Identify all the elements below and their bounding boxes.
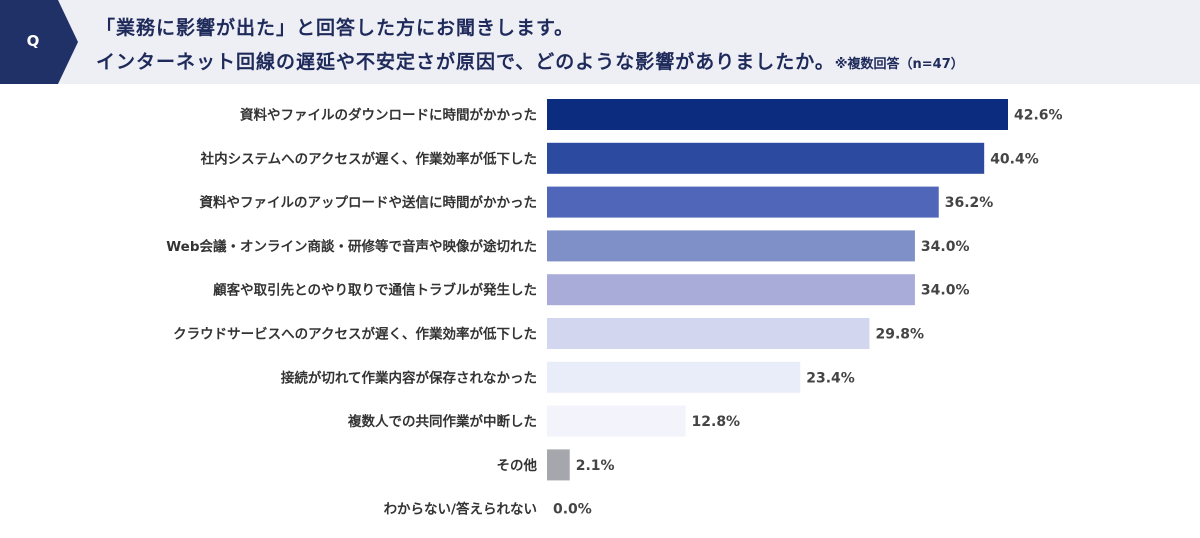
category-label: 接続が切れて作業内容が保存されなかった bbox=[281, 369, 537, 386]
bar bbox=[547, 142, 985, 174]
value-label: 0.0% bbox=[553, 502, 592, 518]
bar bbox=[547, 186, 939, 218]
value-label: 34.0% bbox=[921, 283, 970, 299]
value-label: 40.4% bbox=[990, 151, 1039, 167]
bar bbox=[547, 361, 801, 393]
value-label: 29.8% bbox=[875, 327, 924, 343]
bar bbox=[547, 274, 915, 306]
category-label: 複数人での共同作業が中断した bbox=[347, 413, 537, 430]
question-text-line1: 「業務に影響が出た」と回答した方にお聞きします。 bbox=[96, 17, 575, 39]
question-text-line2-main: インターネット回線の遅延や不安定さが原因で、どのような影響がありましたか。 bbox=[96, 51, 835, 73]
category-label: 社内システムへのアクセスが遅く、作業効率が低下した bbox=[200, 150, 537, 167]
category-label: 顧客や取引先とのやり取りで通信トラブルが発生した bbox=[213, 282, 537, 299]
bar bbox=[547, 318, 870, 349]
category-label: クラウドサービスへのアクセスが遅く、作業効率が低下した bbox=[173, 326, 537, 343]
category-label: その他 bbox=[497, 457, 538, 474]
value-label: 12.8% bbox=[692, 414, 741, 430]
category-label: 資料やファイルのダウンロードに時間がかかった bbox=[240, 107, 537, 124]
bar bbox=[547, 230, 915, 262]
bar-chart: 資料やファイルのダウンロードに時間がかかった 42.6% 社内システムへのアクセスが… bbox=[166, 99, 1063, 518]
bar bbox=[547, 449, 570, 481]
question-marker bbox=[0, 0, 78, 84]
bar bbox=[547, 405, 686, 437]
value-label: 36.2% bbox=[945, 195, 994, 211]
category-label: わからない/答えられない bbox=[384, 501, 537, 518]
value-label: 23.4% bbox=[806, 370, 855, 386]
question-header: Q 「業務に影響が出た」と回答した方にお聞きします。 インターネット回線の遅延や… bbox=[0, 0, 1200, 84]
response-note: ※複数回答（n=47） bbox=[834, 57, 964, 72]
value-label: 42.6% bbox=[1014, 108, 1063, 124]
question-marker-label: Q bbox=[26, 32, 40, 50]
value-label: 34.0% bbox=[921, 239, 970, 255]
value-label: 2.1% bbox=[576, 458, 615, 474]
question-text-line2: インターネット回線の遅延や不安定さが原因で、どのような影響がありましたか。※複数… bbox=[96, 47, 964, 74]
bar bbox=[547, 99, 1008, 130]
category-label: Web会議・オンライン商談・研修等で音声や映像が途切れた bbox=[166, 238, 537, 255]
category-label: 資料やファイルのアップロードや送信に時間がかかった bbox=[200, 194, 538, 211]
